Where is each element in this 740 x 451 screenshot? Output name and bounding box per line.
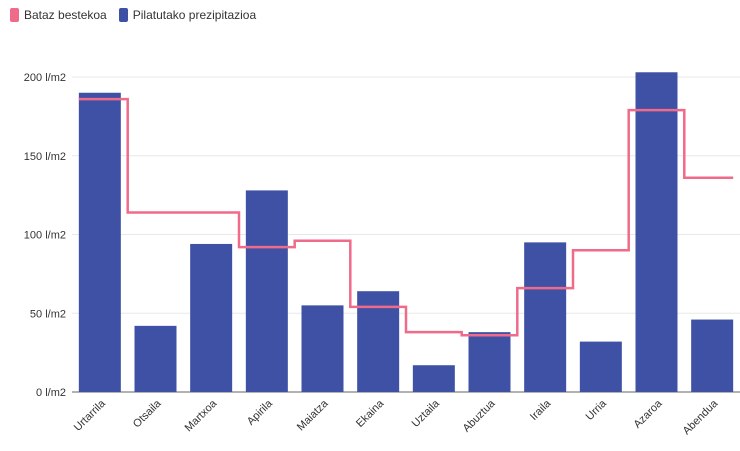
legend-swatch-average — [10, 8, 19, 22]
bar[interactable] — [190, 243, 233, 392]
legend-item-average[interactable]: Bataz bestekoa — [10, 8, 107, 22]
x-tick-label: Uztaila — [410, 397, 443, 430]
y-tick-label: 0 l/m2 — [36, 387, 66, 399]
average-step-line — [78, 97, 734, 337]
bar[interactable] — [134, 325, 177, 392]
legend-swatch-accumulated — [118, 8, 128, 22]
bar[interactable] — [78, 92, 121, 392]
bar[interactable] — [468, 332, 511, 392]
x-tick-label: Urtarrila — [72, 397, 109, 434]
x-tick-label: Apirila — [245, 397, 276, 428]
x-tick-label: Azaroa — [631, 397, 665, 431]
x-tick-label: Martxoa — [183, 397, 220, 434]
y-tick-label: 50 l/m2 — [30, 308, 66, 320]
bar[interactable] — [412, 365, 455, 392]
x-tick-label: Iraila — [528, 397, 554, 423]
x-tick-label: Urria — [584, 397, 610, 423]
x-tick-label: Abuztua — [461, 397, 499, 435]
bar[interactable] — [635, 72, 678, 393]
legend-item-accumulated[interactable]: Pilatutako prezipitazioa — [118, 8, 257, 22]
x-tick-label: Ekaina — [354, 397, 387, 430]
legend-label-average: Bataz bestekoa — [24, 8, 107, 22]
y-tick-label: 150 l/m2 — [24, 151, 66, 163]
x-tick-label: Otsaila — [131, 397, 164, 430]
x-tick-label: Maiatza — [295, 397, 331, 433]
bar[interactable] — [524, 242, 567, 392]
bar[interactable] — [301, 305, 344, 392]
legend: Bataz bestekoa Pilatutako prezipitazioa — [10, 8, 268, 22]
y-tick-label: 200 l/m2 — [24, 72, 66, 84]
bar[interactable] — [579, 341, 622, 392]
legend-label-accumulated: Pilatutako prezipitazioa — [132, 8, 257, 22]
x-tick-label: Abendua — [681, 397, 721, 437]
bar[interactable] — [691, 319, 734, 392]
y-tick-label: 100 l/m2 — [24, 230, 66, 242]
bar[interactable] — [245, 190, 288, 392]
